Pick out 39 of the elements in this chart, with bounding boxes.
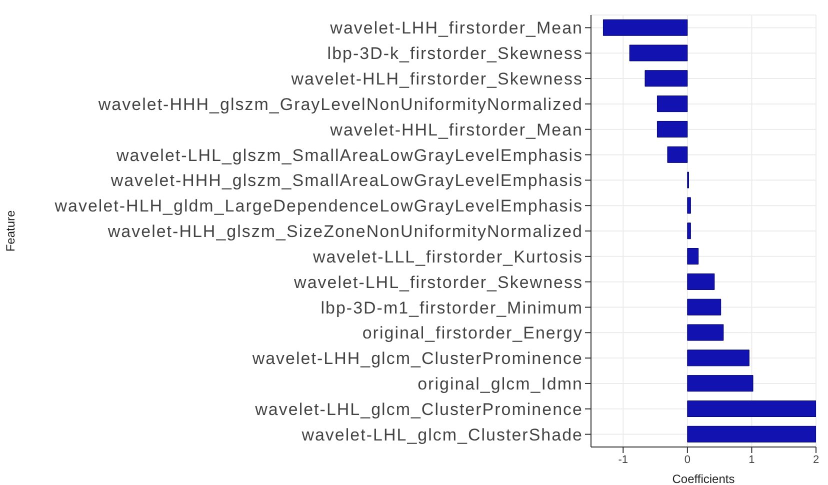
y-tick-label: wavelet-HHH_glszm_GrayLevelNonUniformityNormalized <box>97 94 583 114</box>
y-tick-label: wavelet-LHL_firstorder_Skewness <box>293 272 583 292</box>
x-tick-label: 1 <box>748 454 755 466</box>
y-tick-label: original_firstorder_Energy <box>362 324 583 343</box>
bar <box>687 324 724 341</box>
bar <box>687 375 754 392</box>
y-tick-label: original_glcm_Idmn <box>418 374 583 394</box>
x-tick-label: 2 <box>812 454 820 466</box>
bar <box>629 44 688 62</box>
y-tick-label: wavelet-LHL_glszm_SmallAreaLowGrayLevelEmphasis <box>115 146 583 165</box>
x-tick-label: 0 <box>684 454 690 466</box>
y-axis-title: Feature <box>3 210 18 252</box>
y-tick-label: lbp-3D-m1_firstorder_Minimum <box>320 298 583 318</box>
bar <box>687 273 715 290</box>
y-tick-label: wavelet-HLH_gldm_LargeDependenceLowGrayLevelEmphasis <box>54 196 583 216</box>
bar <box>687 350 750 366</box>
y-tick-label: lbp-3D-k_firstorder_Skewness <box>327 44 583 64</box>
bar <box>687 426 816 442</box>
y-tick-label: wavelet-LLL_firstorder_Kurtosis <box>312 247 583 266</box>
bar <box>687 248 699 265</box>
y-tick-label: wavelet-LHL_glcm_ClusterProminence <box>254 400 583 419</box>
bar <box>656 120 688 138</box>
bar <box>687 298 722 316</box>
y-tick-label: wavelet-HHL_firstorder_Mean <box>329 120 583 140</box>
bar <box>644 70 688 87</box>
y-tick-label: wavelet-HLH_firstorder_Skewness <box>290 70 583 89</box>
bar <box>602 19 688 36</box>
y-tick-label: wavelet-LHH_firstorder_Mean <box>329 18 583 38</box>
bar <box>687 400 816 417</box>
bar <box>667 146 688 163</box>
bar <box>656 96 688 112</box>
y-tick-label: wavelet-HLH_glszm_SizeZoneNonUniformityNormalized <box>106 222 583 242</box>
y-tick-label: wavelet-HHH_glszm_SmallAreaLowGrayLevelEmphasis <box>110 171 583 190</box>
bar <box>687 222 691 240</box>
bar <box>687 197 691 214</box>
y-tick-label: wavelet-LHH_glcm_ClusterProminence <box>251 349 583 368</box>
x-axis-title: Coefficients <box>672 472 735 485</box>
y-tick-label: wavelet-LHL_glcm_ClusterShade <box>300 425 583 444</box>
x-tick-label: -1 <box>618 454 628 466</box>
